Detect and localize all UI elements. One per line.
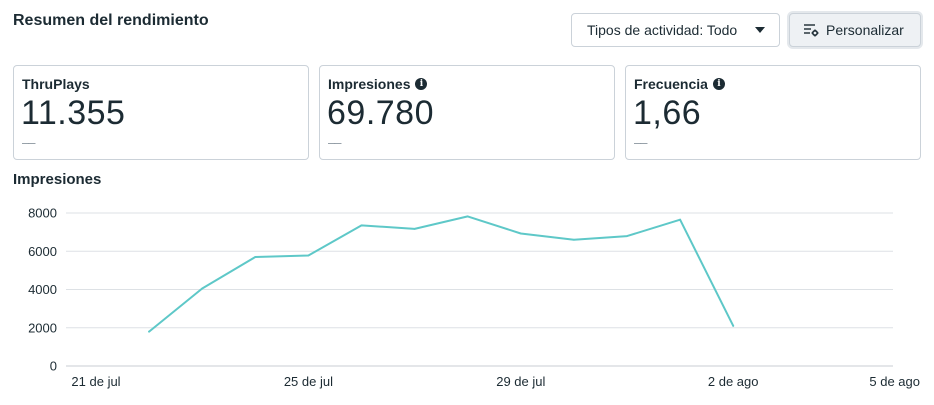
x-tick-label: 5 de ago [869, 374, 920, 389]
performance-summary-title: Resumen del rendimiento [13, 12, 209, 29]
metric-label: Impresiones i [328, 76, 428, 92]
y-tick-label: 0 [50, 359, 57, 374]
data-point [148, 330, 151, 333]
y-tick-label: 8000 [28, 206, 57, 221]
metric-card-frequency[interactable]: Frecuencia i 1,66 –– [625, 65, 921, 160]
metric-label: ThruPlays [22, 76, 90, 92]
data-point [732, 324, 735, 327]
x-tick-label: 21 de jul [71, 374, 120, 389]
data-point [626, 235, 628, 238]
series-line [148, 215, 735, 333]
info-icon[interactable]: i [712, 78, 725, 90]
data-point [679, 218, 681, 221]
activity-type-label: Tipos de actividad: Todo [587, 22, 738, 38]
settings-sliders-icon [804, 24, 819, 37]
x-tick-label: 2 de ago [708, 374, 759, 389]
metric-card-thruplays[interactable]: ThruPlays 11.355 –– [13, 65, 309, 160]
data-point [573, 238, 575, 241]
impressions-line-chart: 0 2000 4000 6000 8000 21 de jul 25 de jul 29 de… [28, 206, 920, 390]
customize-label: Personalizar [826, 22, 904, 38]
activity-type-dropdown[interactable]: Tipos de actividad: Todo [571, 13, 780, 47]
info-icon[interactable]: i [415, 78, 428, 90]
metric-value: 11.355 [21, 94, 126, 132]
data-point [413, 227, 416, 230]
metric-value: 1,66 [633, 94, 702, 132]
data-point [466, 215, 469, 218]
data-point [360, 224, 363, 227]
data-point [519, 232, 522, 235]
metric-delta: –– [22, 135, 36, 150]
y-tick-label: 2000 [28, 320, 57, 335]
metric-value: 69.780 [327, 94, 434, 132]
caret-down-icon [755, 27, 765, 33]
data-point [254, 256, 257, 258]
x-tick-label: 25 de jul [284, 374, 333, 389]
metric-delta: –– [328, 135, 342, 150]
data-point [201, 287, 204, 290]
chart-title: Impresiones [13, 171, 102, 188]
metric-label: Frecuencia i [634, 76, 725, 92]
y-tick-label: 4000 [28, 282, 57, 297]
data-point [307, 254, 310, 257]
x-tick-label: 29 de jul [496, 374, 545, 389]
metric-card-impressions[interactable]: Impresiones i 69.780 –– [319, 65, 615, 160]
metric-delta: –– [634, 135, 648, 150]
customize-button[interactable]: Personalizar [789, 13, 921, 47]
y-tick-label: 6000 [28, 244, 57, 259]
